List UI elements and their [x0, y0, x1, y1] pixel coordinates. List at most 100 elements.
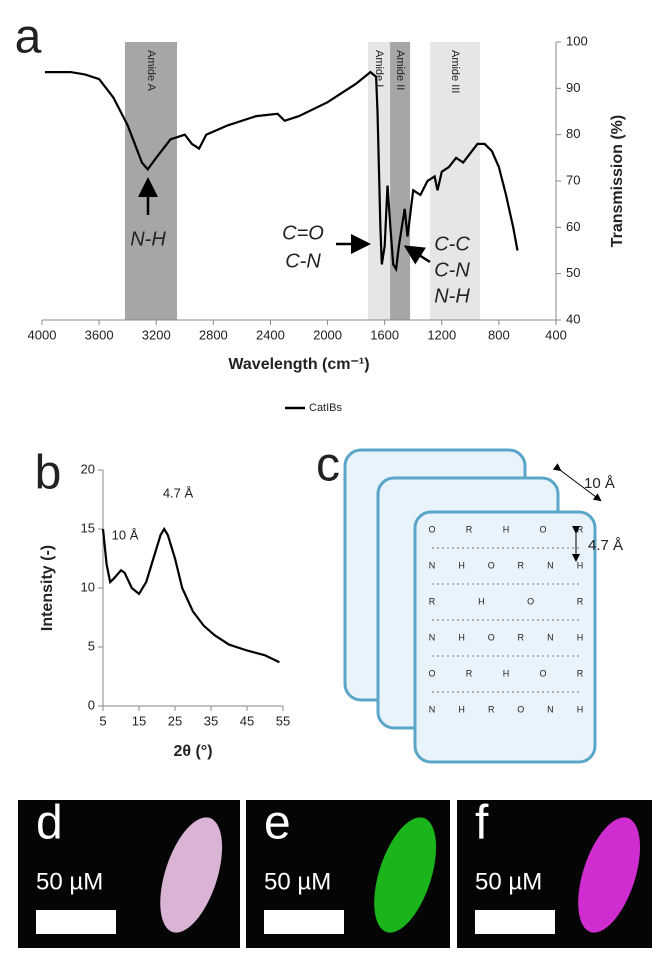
x-tick-label: 2400 [256, 327, 285, 342]
band-label: Amide A [145, 50, 157, 92]
atom: O [488, 632, 495, 642]
atom: H [458, 632, 465, 642]
atom: R [577, 524, 584, 534]
atom: O [527, 596, 534, 606]
annotation: N-H [434, 285, 470, 307]
atom: R [577, 596, 584, 606]
arrow [403, 245, 431, 265]
x-tick-label: 4000 [28, 327, 57, 342]
atom: R [577, 668, 584, 678]
atom: R [488, 704, 495, 714]
spacing-label: 4.7 Å [588, 537, 623, 554]
y-tick-label: 15 [81, 520, 95, 535]
annotation: C=O [282, 222, 324, 244]
x-tick-label: 35 [204, 713, 218, 728]
y-tick-label: 100 [566, 33, 588, 48]
atom: O [428, 524, 435, 534]
x-tick-label: 45 [240, 713, 254, 728]
annotation: C-N [434, 259, 470, 281]
panel-label: c [316, 439, 340, 492]
atom: H [478, 596, 485, 606]
annotation: C-C [434, 233, 470, 255]
scale-label: 50 µM [475, 868, 542, 895]
atom: R [429, 596, 436, 606]
x-tick-label: 15 [132, 713, 146, 728]
atom: H [577, 632, 584, 642]
line [44, 70, 519, 273]
band [430, 42, 481, 320]
atom: R [466, 668, 473, 678]
band-label: Amide III [449, 50, 461, 93]
atom: H [503, 524, 510, 534]
atom: H [577, 560, 584, 570]
x-tick-label: 3200 [142, 327, 171, 342]
y-tick-label: 20 [81, 461, 95, 476]
atom: O [539, 524, 546, 534]
atom: R [518, 560, 525, 570]
x-tick-label: 25 [168, 713, 182, 728]
panel-label: a [15, 11, 42, 64]
particle [374, 817, 437, 933]
scale-bar [475, 910, 555, 934]
y-axis-title: Transmission (%) [609, 115, 626, 247]
panel-label: d [36, 797, 63, 850]
atom: N [547, 632, 554, 642]
atom: H [458, 704, 465, 714]
atom: R [466, 524, 473, 534]
annotation: 4.7 Å [163, 485, 194, 500]
band-label: Amide II [394, 50, 406, 90]
spacing-label: 10 Å [584, 475, 615, 492]
y-tick-label: 50 [566, 265, 580, 280]
atom: R [518, 632, 525, 642]
atom: H [458, 560, 465, 570]
scale-bar [264, 910, 344, 934]
x-tick-label: 1600 [370, 327, 399, 342]
x-tick-label: 1200 [427, 327, 456, 342]
y-tick-label: 10 [81, 579, 95, 594]
annotation: N-H [130, 228, 166, 250]
y-tick-label: 60 [566, 219, 580, 234]
x-axis-title: 2θ (°) [173, 743, 212, 760]
x-tick-label: 2800 [199, 327, 228, 342]
x-axis-title: Wavelength (cm⁻¹) [228, 356, 369, 373]
y-tick-label: 70 [566, 172, 580, 187]
annotation: 10 Å [112, 527, 139, 542]
y-tick-label: 0 [88, 697, 95, 712]
y-tick-label: 40 [566, 311, 580, 326]
band-label: Amide I [373, 50, 385, 87]
x-tick-label: 5 [99, 713, 106, 728]
atom: N [429, 632, 436, 642]
y-tick-label: 90 [566, 80, 580, 95]
panel-label: b [35, 447, 62, 500]
y-tick-label: 5 [88, 638, 95, 653]
atom: O [517, 704, 524, 714]
legend-label: CatIBs [309, 402, 343, 414]
atom: O [539, 668, 546, 678]
arrow [552, 463, 602, 502]
atom: N [429, 560, 436, 570]
y-tick-label: 80 [566, 126, 580, 141]
atom: N [547, 704, 554, 714]
y-axis-title: Intensity (-) [39, 545, 56, 631]
x-tick-label: 55 [276, 713, 290, 728]
atom: N [429, 704, 436, 714]
atom: H [503, 668, 510, 678]
x-tick-label: 800 [488, 327, 510, 342]
atom: O [488, 560, 495, 570]
particle [160, 817, 223, 933]
atom: N [547, 560, 554, 570]
scale-label: 50 µM [36, 868, 103, 895]
panel-label: f [475, 797, 489, 850]
scale-label: 50 µM [264, 868, 331, 895]
x-tick-label: 2000 [313, 327, 342, 342]
x-tick-label: 400 [545, 327, 567, 342]
particle [578, 817, 641, 933]
annotation: C-N [285, 250, 321, 272]
line [101, 526, 280, 664]
atom: H [577, 704, 584, 714]
atom: O [428, 668, 435, 678]
sheet [413, 510, 597, 764]
panel-label: e [264, 797, 291, 850]
x-tick-label: 3600 [85, 327, 114, 342]
